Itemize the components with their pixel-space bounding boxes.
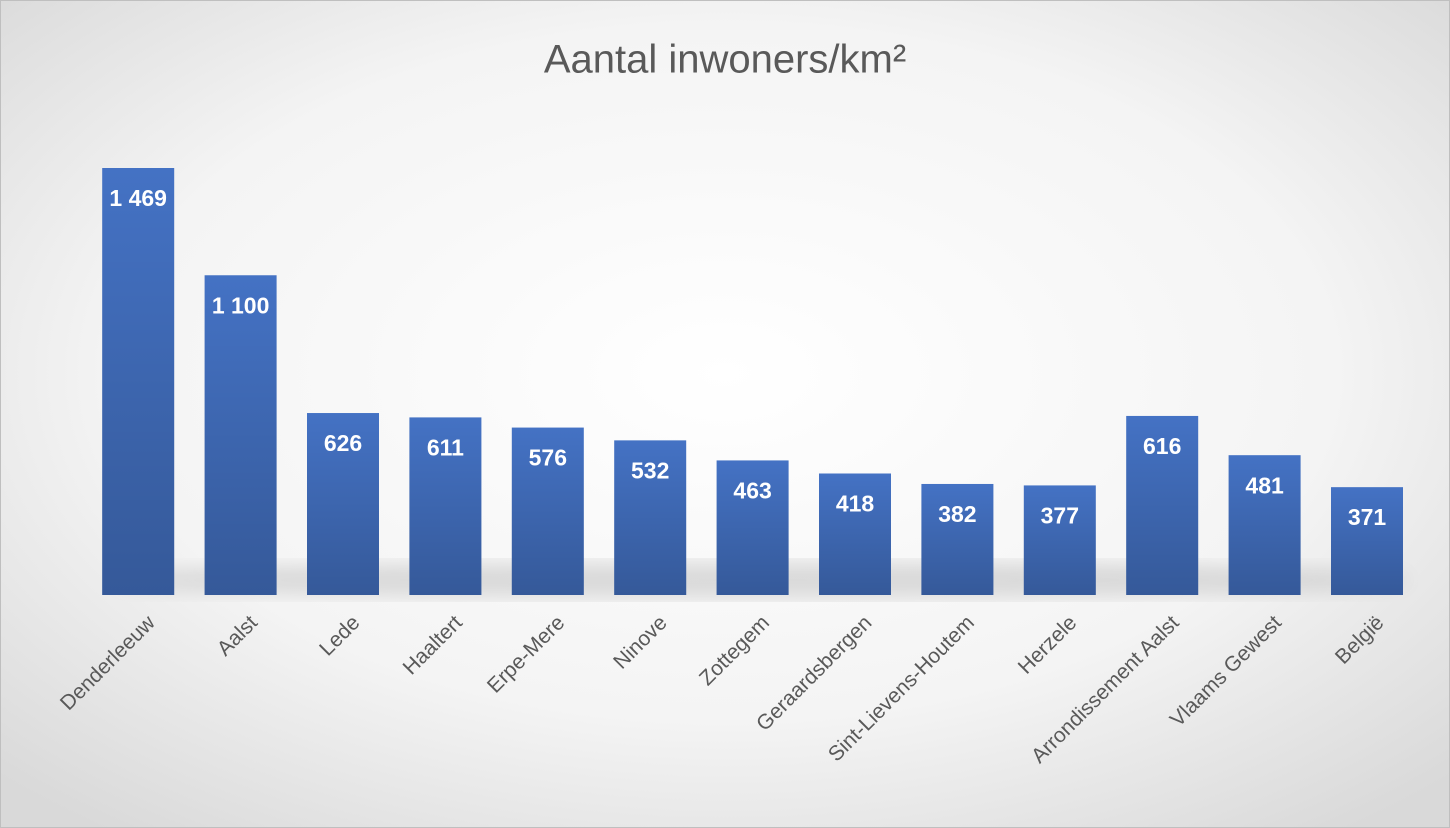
- bar: [102, 168, 175, 595]
- data-label: 626: [324, 430, 362, 456]
- data-label: 418: [836, 491, 875, 517]
- bar: [204, 275, 277, 595]
- data-label: 463: [733, 477, 771, 503]
- data-label: 377: [1041, 502, 1079, 528]
- data-label: 1 469: [109, 185, 167, 211]
- chart-title: Aantal inwoners/km²: [544, 38, 906, 82]
- data-label: 611: [427, 434, 464, 460]
- data-label: 616: [1143, 433, 1181, 459]
- data-label: 1 100: [212, 292, 270, 318]
- data-label: 371: [1348, 504, 1387, 530]
- data-label: 481: [1245, 472, 1284, 498]
- data-label: 532: [631, 457, 669, 483]
- data-label: 576: [529, 445, 567, 471]
- data-label: 382: [938, 501, 976, 527]
